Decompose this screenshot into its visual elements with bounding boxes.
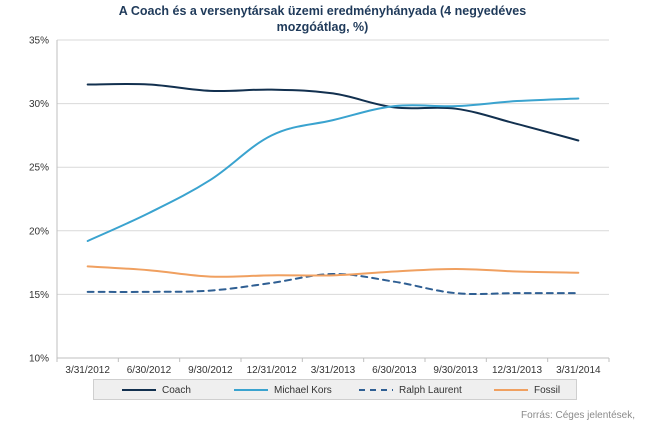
series-lines bbox=[86, 83, 580, 296]
legend-swatch bbox=[122, 389, 156, 391]
series-line-fossil bbox=[86, 265, 580, 278]
legend-swatch bbox=[494, 389, 528, 391]
legend-label: Ralph Laurent bbox=[399, 384, 462, 396]
x-tick-label: 9/30/2013 bbox=[433, 365, 478, 376]
legend-label: Coach bbox=[162, 384, 191, 396]
legend-item: Ralph Laurent bbox=[359, 383, 462, 397]
chart-title-line-2: mozgóátlag, %) bbox=[276, 20, 369, 34]
y-tick-label: 25% bbox=[29, 163, 49, 174]
legend-item: Michael Kors bbox=[234, 383, 332, 397]
series-line-michael-kors bbox=[86, 97, 580, 242]
series-line-ralph-laurent bbox=[86, 273, 580, 296]
y-tick-label: 30% bbox=[29, 99, 49, 110]
legend: Coach Michael Kors Ralph Laurent Fossil bbox=[93, 379, 577, 400]
source-note: Forrás: Céges jelentések, bbox=[521, 410, 635, 421]
x-tick-label: 3/31/2013 bbox=[311, 365, 356, 376]
y-tick-label: 20% bbox=[29, 226, 49, 237]
x-tick-label: 12/31/2013 bbox=[492, 365, 542, 376]
x-tick-label: 9/30/2012 bbox=[188, 365, 233, 376]
x-axis: 3/31/2012 6/30/2012 9/30/2012 12/31/2012 3/3… bbox=[56, 357, 610, 376]
chart-title: A Coach és a versenytársak üzemi eredmén… bbox=[0, 3, 645, 35]
legend-label: Michael Kors bbox=[274, 384, 332, 396]
legend-item: Fossil bbox=[494, 383, 560, 397]
legend-item: Coach bbox=[122, 383, 191, 397]
y-tick-label: 10% bbox=[29, 354, 49, 365]
x-tick-label: 3/31/2012 bbox=[65, 365, 110, 376]
legend-label: Fossil bbox=[534, 384, 561, 396]
legend-swatch bbox=[359, 389, 393, 391]
grid-lines bbox=[57, 39, 609, 359]
x-tick-label: 12/31/2012 bbox=[247, 365, 297, 376]
series-line-coach bbox=[86, 83, 580, 142]
chart-title-line-1: A Coach és a versenytársak üzemi eredmén… bbox=[118, 4, 527, 18]
x-tick-label: 6/30/2013 bbox=[372, 365, 417, 376]
y-tick-label: 15% bbox=[29, 290, 49, 301]
x-tick-label: 6/30/2012 bbox=[127, 365, 172, 376]
y-axis: 35% 30% 25% 20% 15% 10% bbox=[29, 36, 58, 365]
legend-swatch bbox=[234, 389, 268, 391]
x-tick-label: 3/31/2014 bbox=[556, 365, 601, 376]
y-tick-label: 35% bbox=[29, 36, 49, 47]
